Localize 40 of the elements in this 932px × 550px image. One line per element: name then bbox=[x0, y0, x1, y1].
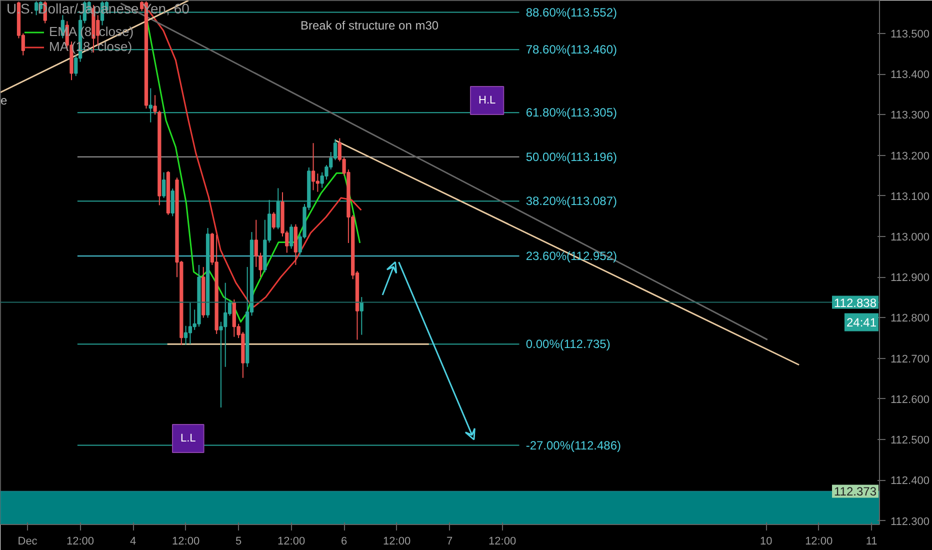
x-tick-label: 12:00 bbox=[278, 536, 306, 548]
y-tick-label: 113.000 bbox=[890, 232, 930, 244]
x-tick-label: 4 bbox=[130, 536, 136, 548]
annotation: 24:41 bbox=[846, 315, 877, 330]
ref-line-label: 61.80%(113.305) bbox=[526, 106, 618, 120]
y-tick-label: 112.800 bbox=[890, 312, 930, 325]
x-tick-label: 11 bbox=[866, 536, 878, 548]
y-tick-label: 112.300 bbox=[890, 516, 930, 528]
annotation: e bbox=[0, 94, 8, 108]
y-tick-label: 112.700 bbox=[890, 353, 930, 366]
annotation: H.L bbox=[478, 94, 496, 106]
x-tick-label: Dec bbox=[18, 536, 38, 548]
y-tick-label: 113.100 bbox=[890, 190, 930, 203]
x-tick-label: 5 bbox=[235, 536, 242, 548]
ref-line-label: 78.60%(113.460) bbox=[526, 42, 618, 57]
x-tick-label: 12:00 bbox=[488, 536, 516, 548]
ref-line-label: 50.00%(113.196) bbox=[526, 150, 618, 164]
y-tick-label: 113.500 bbox=[890, 28, 930, 40]
annotation: 112.373 bbox=[834, 484, 877, 499]
y-tick-label: 112.500 bbox=[890, 434, 930, 447]
annotation: L.L bbox=[180, 432, 196, 444]
ref-line-label: 0.00%(112.735) bbox=[526, 337, 610, 352]
x-tick-label: 12:00 bbox=[805, 536, 833, 548]
annotation: Break of structure on m30 bbox=[300, 18, 439, 32]
y-tick-label: 112.600 bbox=[890, 394, 930, 406]
x-tick-label: 6 bbox=[340, 536, 348, 548]
ref-line-label: 88.60%(113.552) bbox=[526, 5, 618, 20]
ref-line-label: 38.20%(113.087) bbox=[526, 194, 618, 208]
y-tick-label: 112.400 bbox=[890, 475, 930, 488]
x-tick-label: 12:00 bbox=[383, 536, 411, 548]
x-tick-label: 7 bbox=[446, 536, 453, 548]
y-tick-label: 113.400 bbox=[890, 69, 930, 82]
y-tick-label: 112.900 bbox=[890, 272, 930, 284]
y-tick-label: 113.300 bbox=[890, 110, 930, 122]
x-tick-label: 12:00 bbox=[172, 536, 200, 548]
ref-line-label: -27.00%(112.486) bbox=[526, 438, 622, 452]
x-tick-label: 10 bbox=[760, 536, 772, 548]
x-tick-label: 12:00 bbox=[66, 536, 94, 548]
annotation: 112.838 bbox=[834, 296, 877, 310]
y-tick-label: 113.200 bbox=[890, 150, 930, 162]
